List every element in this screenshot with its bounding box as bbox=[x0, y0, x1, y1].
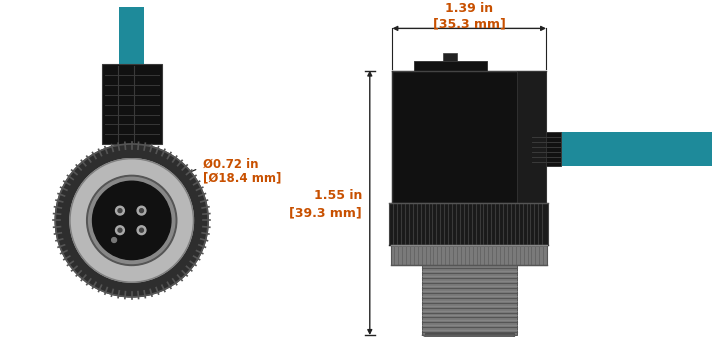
Bar bbox=[391, 245, 547, 265]
Bar bbox=[390, 203, 548, 245]
Circle shape bbox=[137, 206, 146, 215]
Text: [39.3 mm]: [39.3 mm] bbox=[289, 206, 362, 219]
Polygon shape bbox=[422, 335, 517, 337]
Bar bbox=[517, 70, 546, 203]
Circle shape bbox=[116, 226, 124, 235]
Circle shape bbox=[88, 177, 175, 264]
Bar bbox=[444, 53, 457, 61]
Bar bbox=[422, 265, 517, 335]
Bar bbox=[531, 132, 561, 165]
Text: Ø0.72 in: Ø0.72 in bbox=[203, 157, 259, 171]
Bar bbox=[119, 7, 145, 64]
Circle shape bbox=[118, 209, 122, 213]
Circle shape bbox=[139, 228, 144, 232]
Circle shape bbox=[118, 228, 122, 232]
Circle shape bbox=[116, 206, 124, 215]
Bar bbox=[425, 333, 514, 337]
Circle shape bbox=[139, 209, 144, 213]
Bar bbox=[393, 70, 546, 203]
Bar bbox=[414, 61, 487, 78]
Text: [Ø18.4 mm]: [Ø18.4 mm] bbox=[203, 171, 282, 184]
Text: 1.55 in: 1.55 in bbox=[313, 189, 362, 203]
Circle shape bbox=[93, 181, 171, 259]
Bar bbox=[102, 64, 162, 144]
Text: 1.39 in: 1.39 in bbox=[445, 2, 493, 15]
Circle shape bbox=[137, 226, 146, 235]
Circle shape bbox=[70, 159, 193, 282]
Text: [35.3 mm]: [35.3 mm] bbox=[433, 17, 505, 30]
Circle shape bbox=[111, 238, 116, 242]
Bar bbox=[556, 132, 712, 165]
Circle shape bbox=[55, 144, 208, 297]
Circle shape bbox=[87, 175, 177, 266]
